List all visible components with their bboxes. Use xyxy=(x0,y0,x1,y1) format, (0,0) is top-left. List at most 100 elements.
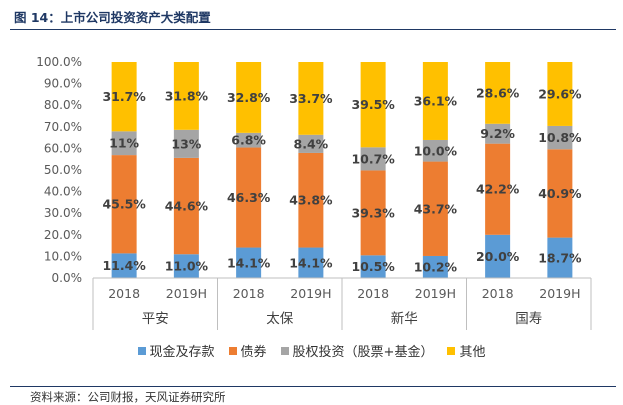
bar-segment xyxy=(236,247,262,278)
y-tick-label: 40.0% xyxy=(44,185,82,199)
bar-segment xyxy=(236,147,262,248)
data-label: 11% xyxy=(109,136,139,151)
data-label: 13% xyxy=(171,136,201,151)
bar-segment xyxy=(547,149,573,238)
legend-item: 股权投资（股票+基金） xyxy=(280,341,434,360)
bar-segment xyxy=(111,253,137,278)
x-tick-label: 2019H xyxy=(290,286,331,301)
data-label: 31.8% xyxy=(165,88,209,103)
legend-label: 债券 xyxy=(240,345,267,360)
data-label: 18.7% xyxy=(538,250,582,265)
bar-segment xyxy=(547,62,573,126)
data-label: 44.6% xyxy=(165,199,209,214)
y-tick-label: 80.0% xyxy=(44,98,82,112)
bar-segment xyxy=(173,129,199,158)
bar-segment xyxy=(236,62,262,133)
x-tick-label: 2018 xyxy=(357,286,389,301)
bar-segment xyxy=(236,132,262,148)
bar-segment xyxy=(485,123,511,144)
bar-segment xyxy=(547,237,573,278)
bar-segment xyxy=(422,139,448,162)
y-tick-label: 20.0% xyxy=(44,228,82,242)
legend-item: 其他 xyxy=(447,341,485,360)
data-label: 20.0% xyxy=(476,249,520,264)
bar-segment xyxy=(360,62,386,148)
figure-title: 图 14：上市公司投资资产大类配置 xyxy=(14,10,211,25)
x-group-label: 太保 xyxy=(266,311,293,327)
x-tick-label: 2018 xyxy=(233,286,265,301)
source-divider xyxy=(10,386,616,387)
data-label: 43.8% xyxy=(289,193,333,208)
legend-item: 债券 xyxy=(228,341,267,360)
data-label: 10.2% xyxy=(414,259,458,274)
x-tick-label: 2018 xyxy=(108,286,140,301)
data-label: 36.1% xyxy=(414,93,458,108)
legend-swatch xyxy=(447,347,456,355)
y-tick-label: 10.0% xyxy=(44,249,82,263)
bar-segment xyxy=(360,255,386,278)
bar-segment xyxy=(360,147,386,171)
chart-legend: 现金及存款 债券 股权投资（股票+基金） 其他 xyxy=(0,341,623,360)
x-tick-label: 2019H xyxy=(415,286,456,301)
data-label: 39.5% xyxy=(351,97,395,112)
data-label: 32.8% xyxy=(227,90,271,105)
legend-item: 现金及存款 xyxy=(137,341,215,360)
data-label: 14.1% xyxy=(227,255,271,270)
bar-segment xyxy=(111,62,137,132)
bar-segment xyxy=(173,157,199,255)
x-group-label: 平安 xyxy=(142,311,169,327)
data-label: 33.7% xyxy=(289,91,333,106)
bar-segment xyxy=(422,161,448,256)
source-note: 资料来源：公司财报，天风证券研究所 xyxy=(30,390,226,404)
bar-segment xyxy=(298,152,324,248)
data-label: 31.7% xyxy=(102,89,146,104)
data-label: 39.3% xyxy=(351,205,395,220)
title-divider xyxy=(10,29,616,30)
y-tick-label: 50.0% xyxy=(44,163,82,177)
bar-segment xyxy=(547,125,573,150)
y-tick-label: 100.0% xyxy=(36,55,82,69)
bar-segment xyxy=(485,62,511,124)
data-label: 42.2% xyxy=(476,182,520,197)
y-tick-label: 60.0% xyxy=(44,141,82,155)
legend-label: 现金及存款 xyxy=(149,345,215,360)
y-tick-label: 30.0% xyxy=(44,206,82,220)
bar-segment xyxy=(173,254,199,278)
data-label: 46.3% xyxy=(227,190,271,205)
data-label: 10.7% xyxy=(351,151,395,166)
data-label: 8.4% xyxy=(294,136,329,151)
bar-segment xyxy=(298,134,324,153)
bar-segment xyxy=(111,155,137,254)
bar-segment xyxy=(485,234,511,278)
bar-segment xyxy=(111,131,137,156)
y-tick-label: 70.0% xyxy=(44,120,82,134)
data-label: 28.6% xyxy=(476,85,520,100)
data-label: 40.9% xyxy=(538,186,582,201)
legend-label: 股权投资（股票+基金） xyxy=(292,345,434,360)
x-tick-label: 2019H xyxy=(166,286,207,301)
data-label: 45.5% xyxy=(102,197,146,212)
data-label: 10.5% xyxy=(351,259,395,274)
bar-segment xyxy=(173,62,199,130)
legend-swatch xyxy=(137,347,146,355)
bar-segment xyxy=(422,62,448,140)
bar-segment xyxy=(298,62,324,135)
legend-label: 其他 xyxy=(459,345,486,360)
data-label: 43.7% xyxy=(414,201,458,216)
bar-segment xyxy=(298,247,324,278)
x-group-label: 新华 xyxy=(391,311,418,327)
data-label: 10.8% xyxy=(538,130,582,145)
x-tick-label: 2019H xyxy=(539,286,580,301)
data-label: 14.1% xyxy=(289,255,333,270)
data-label: 9.2% xyxy=(480,126,515,141)
y-tick-label: 0.0% xyxy=(52,271,83,285)
legend-swatch xyxy=(228,347,237,355)
data-label: 11.4% xyxy=(102,258,146,273)
data-label: 6.8% xyxy=(231,133,266,148)
data-label: 29.6% xyxy=(538,86,582,101)
y-tick-label: 90.0% xyxy=(44,77,82,91)
x-tick-label: 2018 xyxy=(482,286,514,301)
x-group-label: 国寿 xyxy=(515,310,542,327)
data-label: 11.0% xyxy=(165,259,209,274)
